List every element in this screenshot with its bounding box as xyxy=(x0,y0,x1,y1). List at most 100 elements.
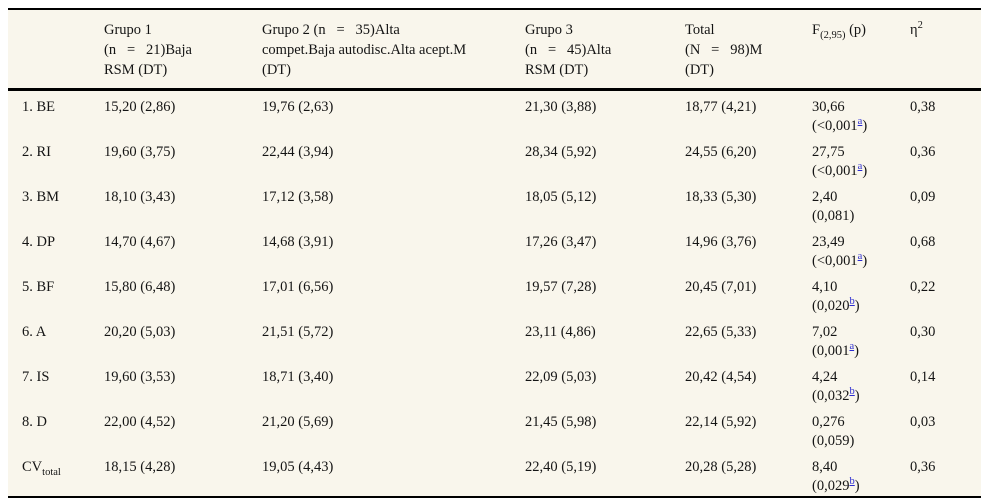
mean-sd-cell: 22,65 (5,33) xyxy=(685,324,757,340)
footnote-link-a[interactable]: a xyxy=(849,341,855,353)
footnote-link-a[interactable]: a xyxy=(857,251,863,263)
mean-sd-cell: 21,51 (5,72) xyxy=(262,324,334,340)
mean-sd-cell: 18,10 (3,43) xyxy=(104,189,176,205)
footnote-link-b[interactable]: b xyxy=(849,386,855,398)
mean-sd-cell: 17,01 (6,56) xyxy=(262,279,334,295)
row-label: CVtotal xyxy=(22,459,61,478)
row-label: 1. BE xyxy=(22,99,56,115)
f-p-cell: 7,02 (0,001a) xyxy=(812,316,910,361)
header-line: (n = 45)Alta xyxy=(525,42,612,58)
row-label: 8. D xyxy=(22,414,47,430)
p-value: (0,029b) xyxy=(812,476,860,494)
col-header-grupo-3: Grupo 3 (n = 45)Alta RSM (DT) xyxy=(525,9,685,91)
mean-sd-cell: 21,20 (5,69) xyxy=(262,414,334,430)
f-value: 27,75 xyxy=(812,144,845,160)
header-row: Grupo 1 (n = 21)Baja RSM (DT) Grupo 2 (n =… xyxy=(8,9,981,91)
results-table-panel: Grupo 1 (n = 21)Baja RSM (DT) Grupo 2 (n =… xyxy=(8,8,981,498)
mean-sd-cell: 24,55 (6,20) xyxy=(685,144,757,160)
table-row: 4. DP 14,70 (4,67) 14,68 (3,91) 17,26 (3,47… xyxy=(8,226,981,271)
col-header-grupo-2: Grupo 2 (n = 35)Alta compet.Baja autodisc… xyxy=(262,9,525,91)
f-value: 0,276 xyxy=(812,414,845,430)
header-line: (DT) xyxy=(685,62,714,78)
mean-sd-cell: 20,42 (4,54) xyxy=(685,369,757,385)
table-row: 2. RI 19,60 (3,75) 22,44 (3,94) 28,34 (5,92… xyxy=(8,136,981,181)
header-line: RSM (DT) xyxy=(525,62,589,78)
footnote-superscript: a xyxy=(849,341,854,352)
eta-squared-cell: 0,38 xyxy=(910,99,936,115)
header-line: (DT) xyxy=(262,62,291,78)
header-line: compet.Baja autodisc.Alta acept.M xyxy=(262,42,467,58)
eta-squared-cell: 0,09 xyxy=(910,189,936,205)
f-value: 4,24 xyxy=(812,369,838,385)
f-p-cell: 0,276 (0,059) xyxy=(812,406,910,451)
f-base: F xyxy=(812,22,821,38)
mean-sd-cell: 17,26 (3,47) xyxy=(525,234,597,250)
mean-sd-cell: 22,14 (5,92) xyxy=(685,414,757,430)
table-row: 5. BF 15,80 (6,48) 17,01 (6,56) 19,57 (7,28… xyxy=(8,271,981,316)
f-value: 4,10 xyxy=(812,279,838,295)
mean-sd-cell: 28,34 (5,92) xyxy=(525,144,597,160)
header-line: Total xyxy=(685,22,715,38)
table-row: 6. A 20,20 (5,03) 21,51 (5,72) 23,11 (4,86)… xyxy=(8,316,981,361)
mean-sd-cell: 22,40 (5,19) xyxy=(525,459,597,475)
mean-sd-cell: 22,09 (5,03) xyxy=(525,369,597,385)
mean-sd-cell: 19,60 (3,75) xyxy=(104,144,176,160)
mean-sd-cell: 19,60 (3,53) xyxy=(104,369,176,385)
footnote-superscript: b xyxy=(849,296,854,307)
anova-results-table: Grupo 1 (n = 21)Baja RSM (DT) Grupo 2 (n =… xyxy=(8,8,981,498)
mean-sd-cell: 18,33 (5,30) xyxy=(685,189,757,205)
header-line: RSM (DT) xyxy=(104,62,168,78)
f-value: 2,40 xyxy=(812,189,838,205)
p-value: (0,059) xyxy=(812,433,855,449)
f-value: 23,49 xyxy=(812,234,845,250)
p-value: (<0,001a) xyxy=(812,161,868,179)
table-body: 1. BE 15,20 (2,86) 19,76 (2,63) 21,30 (3,88… xyxy=(8,90,981,498)
mean-sd-cell: 21,30 (3,88) xyxy=(525,99,597,115)
p-value: (0,032b) xyxy=(812,386,860,404)
footnote-link-b[interactable]: b xyxy=(849,476,855,488)
f-p-cell: 2,40 (0,081) xyxy=(812,181,910,226)
p-value: (0,001a) xyxy=(812,341,859,359)
row-label: 5. BF xyxy=(22,279,55,295)
f-value: 30,66 xyxy=(812,99,845,115)
col-header-total: Total (N = 98)M (DT) xyxy=(685,9,812,91)
f-value: 7,02 xyxy=(812,324,838,340)
eta-squared-cell: 0,30 xyxy=(910,324,936,340)
p-value: (<0,001a) xyxy=(812,251,868,269)
f-df-subscript: (2,95) xyxy=(820,29,846,41)
p-value: (<0,001a) xyxy=(812,116,868,134)
table-row: 7. IS 19,60 (3,53) 18,71 (3,40) 22,09 (5,03… xyxy=(8,361,981,406)
table-row: 3. BM 18,10 (3,43) 17,12 (3,58) 18,05 (5,12… xyxy=(8,181,981,226)
f-p-cell: 23,49 (<0,001a) xyxy=(812,226,910,271)
mean-sd-cell: 18,71 (3,40) xyxy=(262,369,334,385)
f-p-cell: 4,10 (0,020b) xyxy=(812,271,910,316)
p-value: (0,020b) xyxy=(812,296,860,314)
header-line: (N = 98)M xyxy=(685,42,763,58)
mean-sd-cell: 14,96 (3,76) xyxy=(685,234,757,250)
col-header-eta-squared: η2 xyxy=(910,9,981,91)
row-label: 7. IS xyxy=(22,369,50,385)
f-p-label: (p) xyxy=(845,22,866,38)
mean-sd-cell: 20,45 (7,01) xyxy=(685,279,757,295)
f-p-cell: 8,40 (0,029b) xyxy=(812,451,910,497)
footnote-superscript: b xyxy=(849,476,854,487)
mean-sd-cell: 19,05 (4,43) xyxy=(262,459,334,475)
footnote-superscript: a xyxy=(858,251,863,262)
footnote-superscript: a xyxy=(858,116,863,127)
footnote-link-b[interactable]: b xyxy=(849,296,855,308)
mean-sd-cell: 20,28 (5,28) xyxy=(685,459,757,475)
p-value: (0,081) xyxy=(812,208,855,224)
header-line: Grupo 1 xyxy=(104,22,152,38)
eta-squared-cell: 0,68 xyxy=(910,234,936,250)
footnote-link-a[interactable]: a xyxy=(857,116,863,128)
row-label: 6. A xyxy=(22,324,47,340)
mean-sd-cell: 19,76 (2,63) xyxy=(262,99,334,115)
footnote-link-a[interactable]: a xyxy=(857,161,863,173)
header-line: Grupo 2 (n = 35)Alta xyxy=(262,22,400,38)
row-label: 2. RI xyxy=(22,144,51,160)
eta-squared-cell: 0,03 xyxy=(910,414,936,430)
mean-sd-cell: 18,15 (4,28) xyxy=(104,459,176,475)
footnote-superscript: a xyxy=(858,161,863,172)
eta-exponent: 2 xyxy=(917,20,923,32)
mean-sd-cell: 14,70 (4,67) xyxy=(104,234,176,250)
